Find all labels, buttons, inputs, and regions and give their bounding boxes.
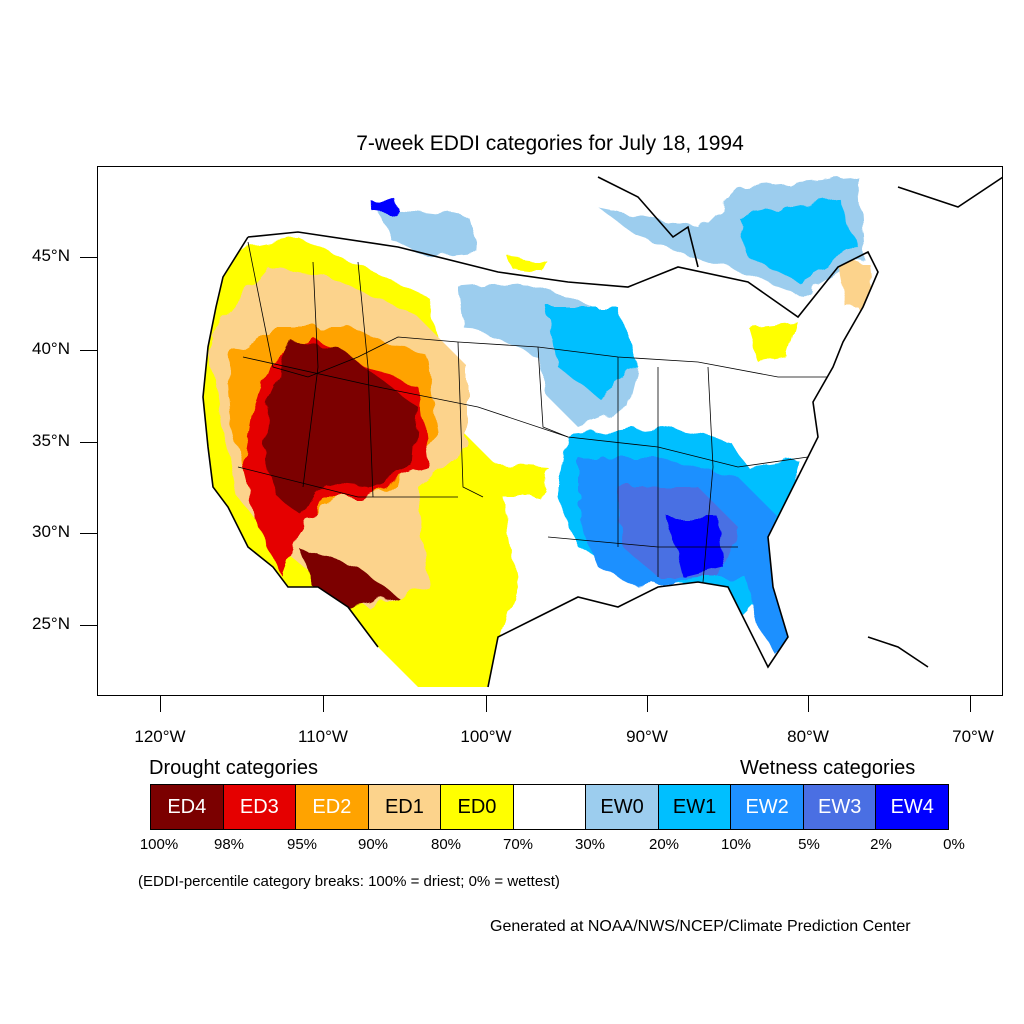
legend-swatch-ew2: EW2 xyxy=(731,785,804,829)
legend-break: 30% xyxy=(574,836,606,853)
legend-break: 70% xyxy=(502,836,534,853)
legend-break: 2% xyxy=(870,836,892,853)
lon-tick xyxy=(486,696,487,712)
lat-tick xyxy=(80,625,97,626)
lon-tick xyxy=(970,696,971,712)
legend-swatch-ew4: EW4 xyxy=(876,785,949,829)
lon-label-90: 90°W xyxy=(626,727,668,746)
map-panel xyxy=(97,166,1003,696)
legend-break: 20% xyxy=(648,836,680,853)
lon-tick xyxy=(808,696,809,712)
legend-swatch-ed2: ED2 xyxy=(296,785,369,829)
legend-break: 100% xyxy=(139,836,179,853)
lon-tick xyxy=(647,696,648,712)
lon-label-70: 70°W xyxy=(952,727,994,746)
legend-break: 0% xyxy=(943,836,965,853)
eddi-map xyxy=(202,176,1002,688)
drought-heading: Drought categories xyxy=(149,757,318,779)
lon-label-80: 80°W xyxy=(787,727,829,746)
lat-tick xyxy=(80,533,97,534)
lon-label-100: 100°W xyxy=(460,727,512,746)
lat-label-30: 30°N xyxy=(32,522,70,541)
legend-break: 98% xyxy=(213,836,245,853)
lat-tick xyxy=(80,350,97,351)
lon-tick xyxy=(160,696,161,712)
breaks-note: (EDDI-percentile category breaks: 100% =… xyxy=(138,873,560,890)
lat-label-40: 40°N xyxy=(32,339,70,358)
legend-break: 80% xyxy=(430,836,462,853)
coastline xyxy=(202,176,1002,688)
legend-break: 95% xyxy=(286,836,318,853)
state-borders xyxy=(237,241,828,583)
northern-wet-patches xyxy=(370,177,863,297)
legend-swatch-ed1: ED1 xyxy=(368,785,442,829)
lon-label-120: 120°W xyxy=(134,727,186,746)
ed4-region xyxy=(263,342,418,517)
legend-swatch-ew0: EW0 xyxy=(586,785,659,829)
legend-swatch-ew3: EW3 xyxy=(803,785,877,829)
lat-label-35: 35°N xyxy=(32,431,70,450)
lat-label-25: 25°N xyxy=(32,614,70,633)
lon-label-110: 110°W xyxy=(298,727,348,746)
lat-tick xyxy=(80,442,97,443)
chart-title: 7-week EDDI categories for July 18, 1994 xyxy=(356,132,744,155)
lat-tick xyxy=(80,257,97,258)
legend-color-bar: ED4 ED3 ED2 ED1 ED0 EW0 EW1 EW2 EW3 EW4 xyxy=(150,784,949,830)
legend-swatch-neutral xyxy=(513,785,587,829)
legend-swatch-ed0: ED0 xyxy=(441,785,514,829)
lon-tick xyxy=(323,696,324,712)
lat-label-45: 45°N xyxy=(32,246,70,265)
legend-swatch-ed3: ED3 xyxy=(223,785,297,829)
wetness-heading: Wetness categories xyxy=(740,757,916,779)
credit-line: Generated at NOAA/NWS/NCEP/Climate Predi… xyxy=(490,918,911,935)
legend-break: 90% xyxy=(357,836,389,853)
legend-swatch-ew1: EW1 xyxy=(658,785,732,829)
legend-break: 5% xyxy=(798,836,820,853)
legend-break: 10% xyxy=(720,836,752,853)
legend-swatch-ed4: ED4 xyxy=(151,785,224,829)
